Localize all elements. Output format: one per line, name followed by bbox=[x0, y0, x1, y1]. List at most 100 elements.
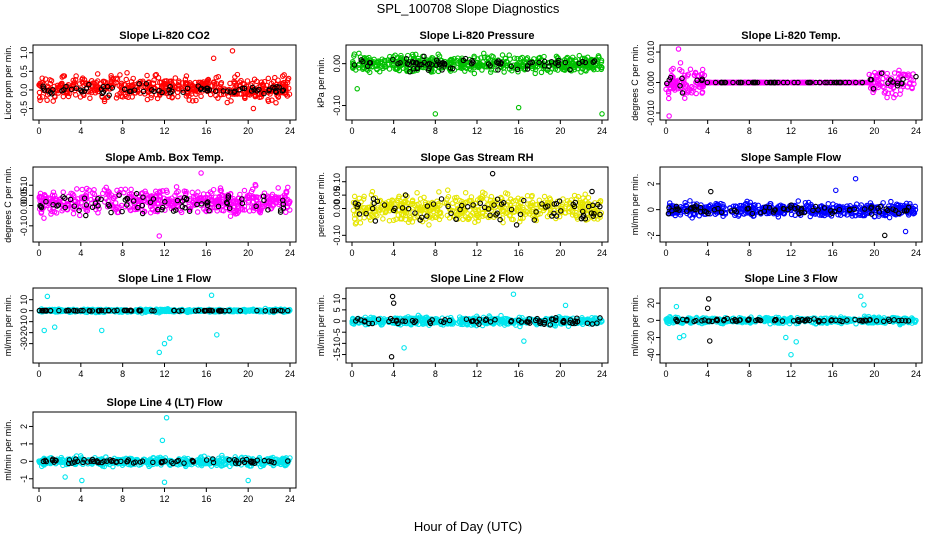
data-point bbox=[749, 210, 756, 217]
data-point bbox=[694, 77, 700, 84]
data-point bbox=[689, 84, 695, 90]
data-point bbox=[76, 207, 82, 214]
data-point bbox=[676, 66, 683, 73]
data-point bbox=[556, 213, 563, 220]
data-point bbox=[80, 307, 86, 314]
data-point bbox=[757, 209, 764, 216]
data-point bbox=[99, 90, 105, 97]
data-point bbox=[250, 105, 257, 112]
data-point bbox=[59, 88, 65, 94]
data-point bbox=[460, 216, 466, 223]
y-tick-label: 0.00 bbox=[332, 55, 342, 73]
x-tick-label: 4 bbox=[391, 126, 396, 136]
data-point bbox=[436, 189, 442, 195]
data-point bbox=[84, 185, 90, 192]
data-point bbox=[780, 205, 787, 212]
data-point bbox=[485, 61, 492, 67]
data-point bbox=[583, 68, 589, 74]
data-point bbox=[486, 313, 493, 319]
data-point bbox=[485, 56, 492, 62]
data-point bbox=[508, 196, 514, 202]
data-point bbox=[55, 202, 62, 208]
y-tick-label: -0.10 bbox=[332, 95, 342, 116]
data-point bbox=[687, 198, 693, 204]
x-tick-label: 24 bbox=[597, 126, 607, 136]
data-point bbox=[248, 88, 255, 94]
data-point bbox=[183, 188, 189, 195]
data-point bbox=[833, 79, 839, 86]
figure-title: SPL_100708 Slope Diagnostics bbox=[377, 1, 560, 16]
data-point bbox=[805, 79, 811, 86]
data-point bbox=[253, 205, 260, 212]
data-point bbox=[112, 200, 119, 206]
data-point bbox=[432, 111, 439, 117]
data-point bbox=[861, 206, 868, 212]
x-tick-label: 8 bbox=[433, 248, 438, 258]
data-point bbox=[572, 318, 579, 325]
data-point bbox=[393, 66, 400, 73]
x-tick-label: 20 bbox=[869, 248, 879, 258]
data-point bbox=[498, 201, 505, 207]
data-point bbox=[752, 79, 759, 86]
data-point bbox=[148, 94, 154, 101]
data-point bbox=[227, 89, 233, 95]
data-point bbox=[36, 89, 43, 96]
data-point bbox=[248, 188, 255, 195]
data-point bbox=[524, 209, 531, 215]
x-tick-label: 12 bbox=[786, 126, 796, 136]
data-point bbox=[66, 307, 72, 314]
data-point bbox=[596, 54, 602, 61]
data-point bbox=[581, 317, 588, 323]
data-point bbox=[477, 200, 484, 206]
data-point bbox=[567, 66, 573, 73]
data-point bbox=[836, 206, 843, 213]
data-point bbox=[813, 79, 819, 86]
data-point bbox=[246, 208, 253, 214]
data-point bbox=[67, 196, 74, 203]
data-point bbox=[494, 196, 501, 202]
data-point bbox=[851, 206, 857, 212]
data-point bbox=[87, 95, 93, 101]
data-point bbox=[561, 66, 567, 73]
data-point bbox=[520, 197, 527, 204]
data-point bbox=[562, 302, 569, 309]
data-point bbox=[449, 56, 455, 63]
data-point bbox=[162, 199, 168, 205]
y-tick-label: -20 bbox=[19, 326, 29, 339]
data-point bbox=[129, 94, 135, 100]
data-point bbox=[42, 76, 49, 82]
data-point bbox=[691, 72, 698, 78]
data-point bbox=[902, 228, 909, 235]
y-tick-label: 0.00 bbox=[19, 197, 29, 215]
data-point bbox=[495, 67, 501, 73]
data-point bbox=[226, 205, 233, 211]
data-point bbox=[514, 61, 520, 67]
data-point bbox=[148, 92, 155, 98]
data-point bbox=[520, 204, 526, 211]
data-point bbox=[424, 213, 430, 219]
data-point bbox=[595, 216, 601, 222]
data-point bbox=[371, 56, 377, 63]
data-point bbox=[589, 188, 595, 195]
y-tick-label: -0.010 bbox=[646, 100, 656, 126]
y-tick-label: 0 bbox=[646, 207, 656, 212]
data-point bbox=[136, 197, 142, 203]
data-point bbox=[515, 104, 522, 111]
data-point bbox=[176, 79, 182, 86]
x-tick-label: 16 bbox=[514, 126, 524, 136]
data-point bbox=[487, 212, 493, 219]
data-point bbox=[251, 195, 257, 201]
data-point bbox=[572, 57, 579, 63]
data-point bbox=[44, 97, 50, 104]
data-point bbox=[94, 71, 101, 77]
data-point bbox=[776, 209, 782, 216]
data-point bbox=[210, 55, 217, 62]
data-point bbox=[277, 209, 284, 215]
chart-panel: Slope Li-820 Temp.0 4 8 12 16 20 24-0.0100.000… bbox=[630, 30, 923, 136]
data-point bbox=[261, 90, 267, 97]
data-point bbox=[224, 200, 231, 207]
data-point bbox=[711, 79, 717, 86]
data-point bbox=[438, 213, 444, 220]
data-point bbox=[575, 193, 582, 200]
